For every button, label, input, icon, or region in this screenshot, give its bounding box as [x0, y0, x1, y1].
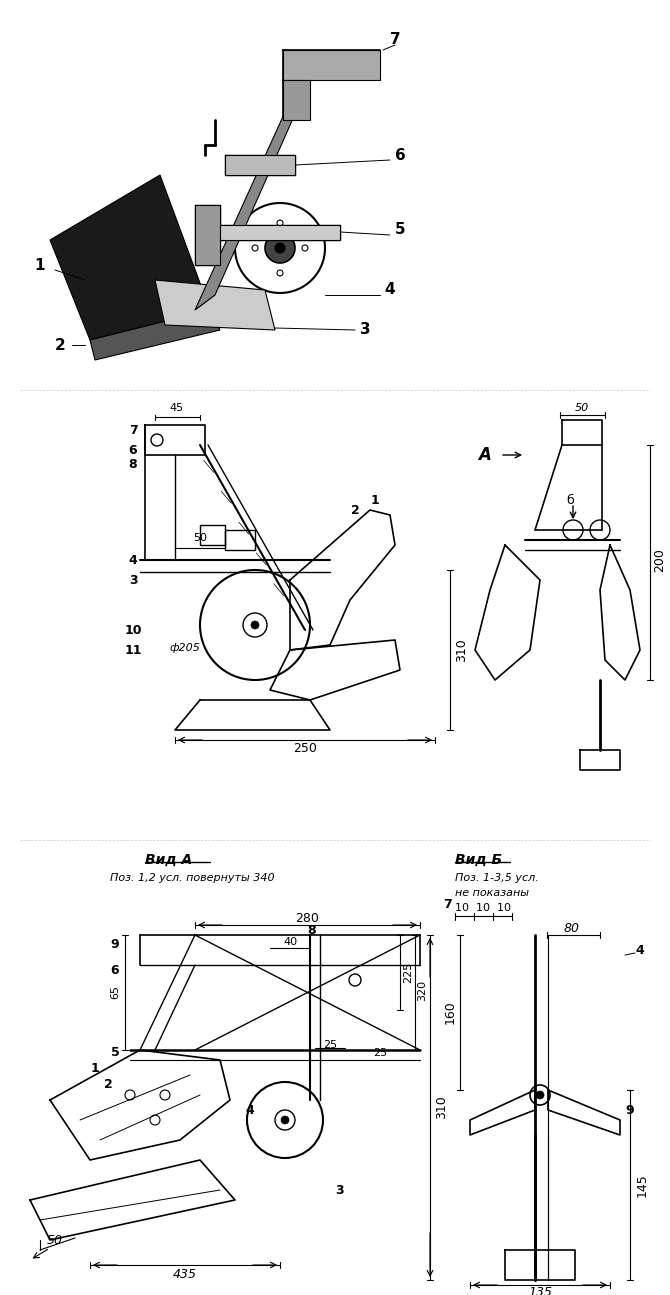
Text: 3: 3 — [129, 574, 137, 587]
Circle shape — [352, 60, 358, 66]
Text: 225: 225 — [403, 961, 413, 983]
Text: 2: 2 — [350, 504, 359, 517]
Text: ф205: ф205 — [170, 644, 200, 653]
Polygon shape — [200, 225, 340, 240]
Text: 2: 2 — [55, 338, 66, 352]
Text: 4: 4 — [129, 553, 137, 566]
Circle shape — [536, 1090, 544, 1099]
Text: 65: 65 — [110, 985, 120, 998]
Text: 320: 320 — [417, 979, 427, 1001]
Text: б: б — [566, 493, 574, 506]
Text: 1: 1 — [90, 1062, 99, 1075]
Text: Вид А: Вид А — [145, 853, 192, 866]
Text: 11: 11 — [124, 644, 142, 657]
Text: A: A — [478, 445, 491, 464]
Circle shape — [251, 622, 259, 629]
Text: 7: 7 — [390, 32, 400, 48]
Text: 6: 6 — [395, 148, 405, 162]
Text: 7: 7 — [129, 423, 137, 436]
Text: 10: 10 — [124, 623, 142, 637]
Text: 280: 280 — [295, 912, 319, 925]
Text: 4: 4 — [246, 1103, 255, 1116]
Text: 9: 9 — [111, 939, 119, 952]
Text: 1: 1 — [371, 493, 379, 506]
Text: 3: 3 — [360, 322, 371, 338]
Text: 310: 310 — [436, 1096, 448, 1119]
Text: 6: 6 — [129, 443, 137, 457]
Text: 2: 2 — [104, 1079, 113, 1092]
Text: 6: 6 — [111, 963, 119, 976]
Text: 10  10  10: 10 10 10 — [455, 903, 511, 913]
Text: 4: 4 — [636, 944, 645, 957]
Text: 200: 200 — [653, 548, 667, 572]
Text: 9: 9 — [626, 1103, 634, 1116]
Text: 250: 250 — [293, 742, 317, 755]
Text: 8: 8 — [129, 458, 137, 471]
Text: 7: 7 — [443, 899, 452, 912]
Text: 310: 310 — [456, 638, 468, 662]
Text: Поз. 1-3,5 усл.: Поз. 1-3,5 усл. — [455, 873, 539, 883]
Text: Вид Б: Вид Б — [455, 853, 502, 866]
Text: 1: 1 — [35, 258, 46, 272]
Text: 5: 5 — [395, 223, 405, 237]
Text: 435: 435 — [173, 1269, 197, 1282]
Text: 50: 50 — [47, 1234, 63, 1247]
Text: 25: 25 — [323, 1040, 337, 1050]
Text: 80: 80 — [564, 922, 580, 935]
Text: 8: 8 — [308, 923, 316, 936]
Polygon shape — [195, 205, 220, 265]
Polygon shape — [50, 175, 210, 341]
Text: 25: 25 — [373, 1048, 387, 1058]
Polygon shape — [225, 155, 295, 175]
Text: 135: 135 — [528, 1286, 552, 1295]
Circle shape — [265, 233, 295, 263]
Polygon shape — [195, 80, 310, 310]
Polygon shape — [283, 80, 310, 120]
Polygon shape — [283, 51, 380, 80]
Circle shape — [275, 243, 285, 253]
Text: 3: 3 — [336, 1184, 344, 1197]
Text: 45: 45 — [170, 403, 184, 413]
Polygon shape — [155, 280, 275, 330]
Text: 50: 50 — [193, 534, 207, 543]
Text: 145: 145 — [636, 1173, 649, 1197]
Text: 4: 4 — [385, 282, 395, 298]
Text: 5: 5 — [111, 1046, 119, 1059]
Polygon shape — [90, 310, 220, 360]
Text: 50: 50 — [575, 403, 589, 413]
Text: 40: 40 — [283, 938, 297, 947]
Text: не показаны: не показаны — [455, 888, 529, 897]
Text: 160: 160 — [444, 1000, 456, 1024]
Text: Поз. 1,2 усл. повернуты 340: Поз. 1,2 усл. повернуты 340 — [110, 873, 275, 883]
Circle shape — [281, 1116, 289, 1124]
